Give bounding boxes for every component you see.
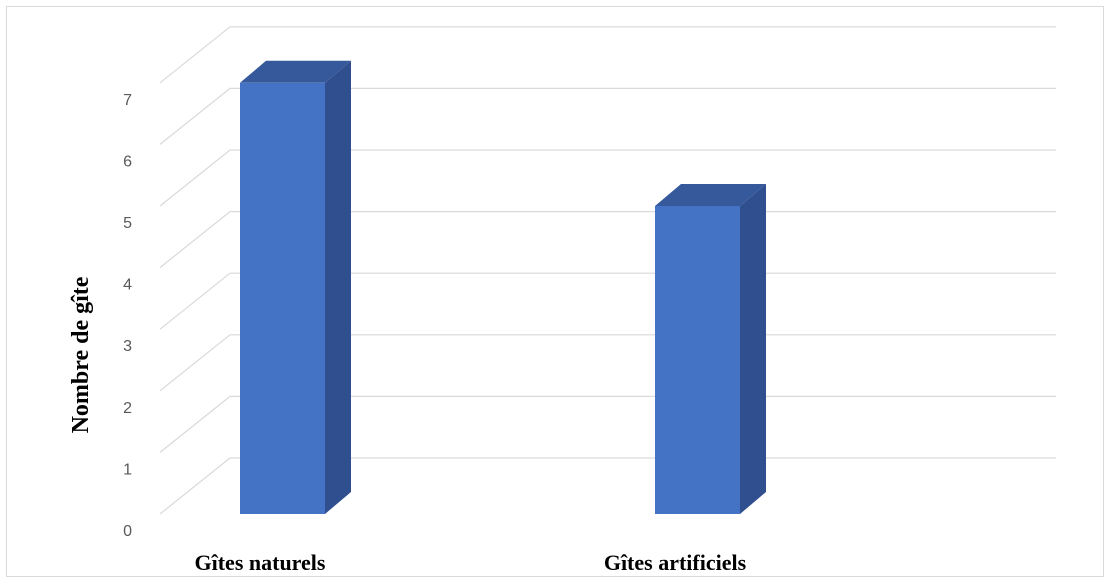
bar-front <box>655 206 740 514</box>
gridlines <box>159 26 1056 515</box>
category-label: Gîtes artificiels <box>604 550 747 575</box>
y-tick-label: 4 <box>123 277 132 294</box>
gridline-0 <box>159 457 1056 515</box>
gridline-2 <box>159 334 1056 392</box>
category-labels: Gîtes naturels Gîtes artificiels <box>195 550 747 575</box>
chart-frame <box>6 6 1104 577</box>
category-label: Gîtes naturels <box>195 550 326 575</box>
y-tick-label: 7 <box>123 92 132 109</box>
bar-side <box>325 60 351 515</box>
bar-top <box>240 60 351 83</box>
y-tick-label: 3 <box>123 338 132 355</box>
gridline-6 <box>159 87 1056 145</box>
bar-front <box>240 82 325 515</box>
bar-2 <box>655 184 766 514</box>
bar-1 <box>240 60 351 515</box>
y-tick-label: 1 <box>123 461 132 478</box>
gridline-3 <box>159 272 1056 330</box>
gridline-1 <box>159 395 1056 453</box>
gridline-5 <box>159 149 1056 207</box>
y-tick-label: 6 <box>123 153 132 170</box>
gridline-4 <box>159 211 1056 269</box>
y-axis-label: Nombre de gîte <box>68 276 94 433</box>
y-tick-label: 5 <box>123 215 132 232</box>
bars <box>240 60 766 515</box>
y-tick-label: 2 <box>123 400 132 417</box>
bar-top <box>655 184 766 206</box>
gridline-7 <box>159 26 1056 84</box>
y-tick-labels: 0 1 2 3 4 5 6 7 <box>123 92 132 540</box>
bar-side <box>740 184 766 514</box>
y-tick-label: 0 <box>123 523 132 540</box>
